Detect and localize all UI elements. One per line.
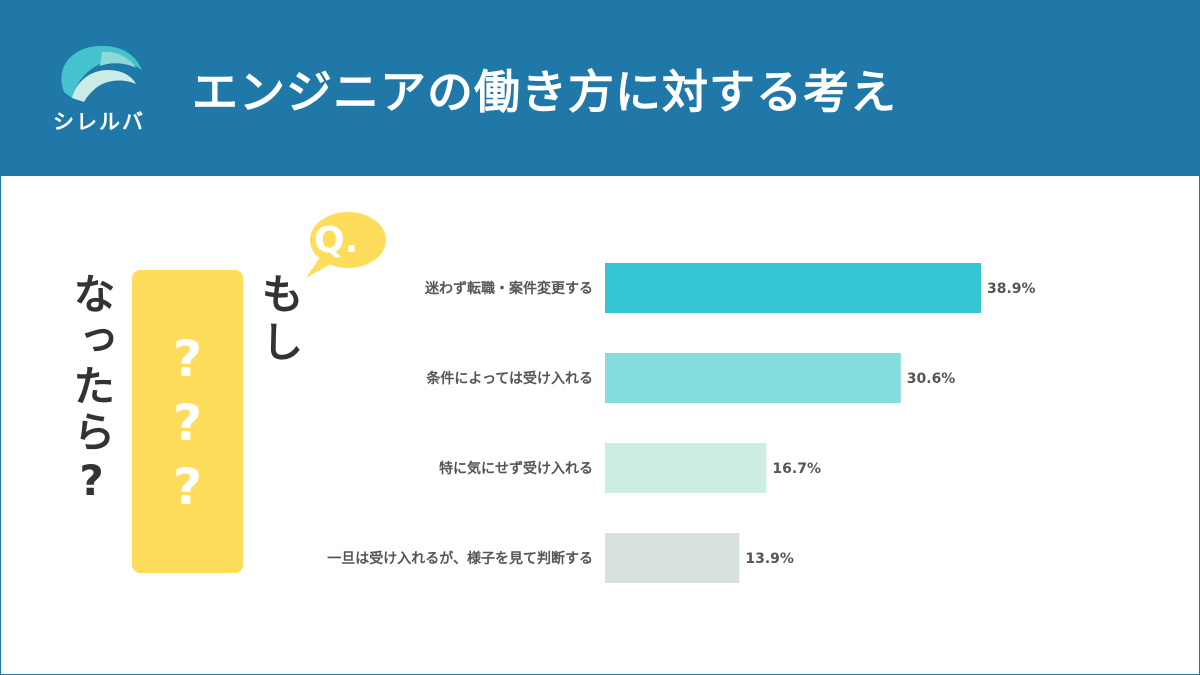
logo-text: シレルバ [53,110,145,134]
category-label-3: 一旦は受け入れるが、様子を見て判断する [327,550,593,567]
question-marks: ??? [158,330,217,522]
category-label-0: 迷わず転職・案件変更する [424,280,593,297]
value-label-0: 38.9% [987,281,1036,297]
bar-0 [605,263,981,313]
question-panel: なったら? ??? もし Q. [0,176,600,675]
header-banner: シレルバ エンジニアの働き方に対する考え [0,0,1200,176]
bar-1 [605,353,901,403]
category-label-1: 条件によっては受け入れる [425,370,593,387]
value-label-1: 30.6% [907,371,956,387]
question-placeholder-card: ??? [132,270,243,573]
speech-bubble-icon [306,212,386,278]
wave-logo-icon [61,45,142,102]
value-label-2: 16.7% [772,461,821,477]
question-text-moshi: もし [255,272,304,368]
value-label-3: 13.9% [745,551,794,567]
bar-3 [605,533,740,583]
question-text-natara: なったら? [67,272,116,509]
bar-2 [605,443,767,493]
q-label: Q. [314,220,359,261]
page-title: エンジニアの働き方に対する考え [192,65,897,119]
category-label-2: 特に気にせず受け入れる [439,460,593,477]
logo: シレルバ [44,36,154,136]
q-speech-bubble: Q. [296,210,388,282]
